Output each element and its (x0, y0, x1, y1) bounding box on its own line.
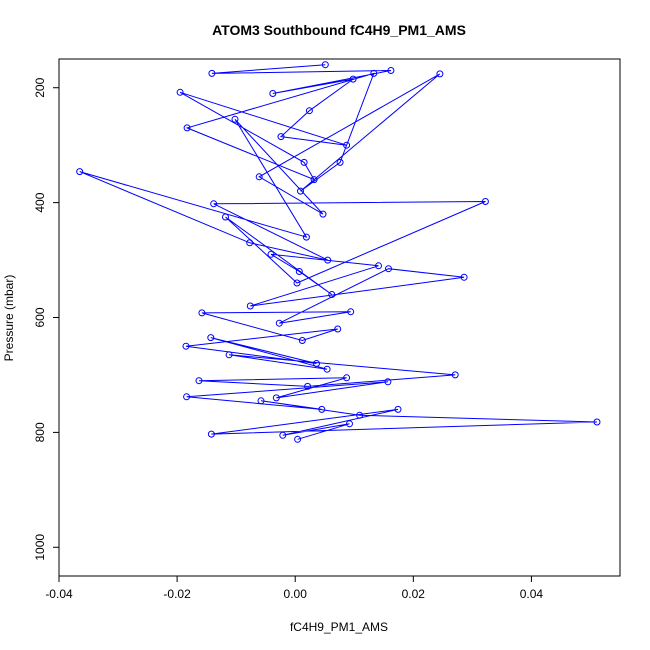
data-point (182, 342, 190, 350)
data-point (207, 334, 215, 342)
data-point (343, 141, 351, 149)
y-tick-label: 400 (33, 192, 47, 212)
data-point (231, 115, 239, 123)
data-point (267, 250, 275, 258)
data-point (300, 158, 308, 166)
x-tick-label: 0.02 (402, 587, 426, 601)
data-point (346, 420, 353, 428)
data-point (76, 168, 84, 176)
data-point (385, 265, 392, 273)
data-series (76, 61, 601, 443)
x-tick-label: -0.02 (163, 587, 191, 601)
x-axis-label: fC4H9_PM1_AMS (290, 620, 388, 634)
data-point (176, 88, 184, 96)
data-point (183, 393, 191, 401)
data-point (208, 69, 216, 77)
data-point (275, 319, 283, 327)
data-point (451, 371, 459, 379)
data-point (318, 405, 326, 413)
y-axis: 200 400 600 800 1000 (33, 77, 60, 561)
data-point (297, 187, 304, 195)
data-point (310, 176, 318, 184)
series-line (79, 64, 598, 440)
data-point (436, 70, 444, 78)
data-point (319, 210, 327, 218)
data-point (460, 273, 468, 281)
data-point (183, 124, 191, 132)
data-point (257, 397, 265, 405)
data-point (384, 378, 392, 386)
plot-frame (58, 58, 621, 577)
data-point (347, 308, 355, 316)
data-point (207, 430, 215, 438)
y-tick-label: 200 (33, 77, 47, 97)
data-point (293, 279, 301, 287)
data-point (394, 405, 402, 413)
x-tick-label: 0.04 (520, 587, 544, 601)
data-point (225, 351, 233, 359)
y-tick-label: 600 (33, 307, 47, 327)
y-axis-label: Pressure (mbar) (2, 275, 16, 362)
data-point (375, 262, 382, 270)
data-point (295, 268, 303, 275)
data-point (246, 239, 254, 247)
data-point (269, 90, 277, 97)
x-axis: -0.04 -0.02 0.00 0.02 0.04 (45, 575, 544, 601)
data-point (356, 411, 364, 419)
data-point (336, 158, 344, 166)
data-point (195, 377, 203, 385)
y-tick-label: 800 (33, 422, 47, 442)
y-tick-label: 1000 (33, 534, 47, 561)
data-point (387, 67, 395, 74)
data-point (210, 200, 218, 208)
data-point (328, 291, 336, 298)
data-point (294, 435, 302, 443)
data-point (272, 394, 280, 402)
data-point (321, 61, 329, 69)
data-point (222, 213, 229, 221)
data-point (334, 325, 342, 333)
data-point (277, 133, 285, 141)
data-point (349, 75, 357, 83)
data-point (255, 173, 263, 181)
data-point (481, 198, 489, 205)
data-point (313, 360, 320, 367)
data-point (324, 256, 332, 264)
data-point (246, 302, 254, 310)
data-point (323, 365, 331, 373)
data-point (198, 309, 206, 317)
chart-title: ATOM3 Southbound fC4H9_PM1_AMS (212, 22, 466, 38)
data-point (302, 233, 310, 241)
x-tick-label: 0.00 (284, 587, 308, 601)
data-point (298, 337, 306, 344)
data-point (279, 431, 287, 439)
data-point (304, 382, 312, 390)
x-tick-label: -0.04 (45, 587, 73, 601)
data-point (370, 69, 378, 77)
data-point (305, 107, 313, 115)
data-point (343, 374, 351, 382)
data-point (593, 418, 601, 426)
